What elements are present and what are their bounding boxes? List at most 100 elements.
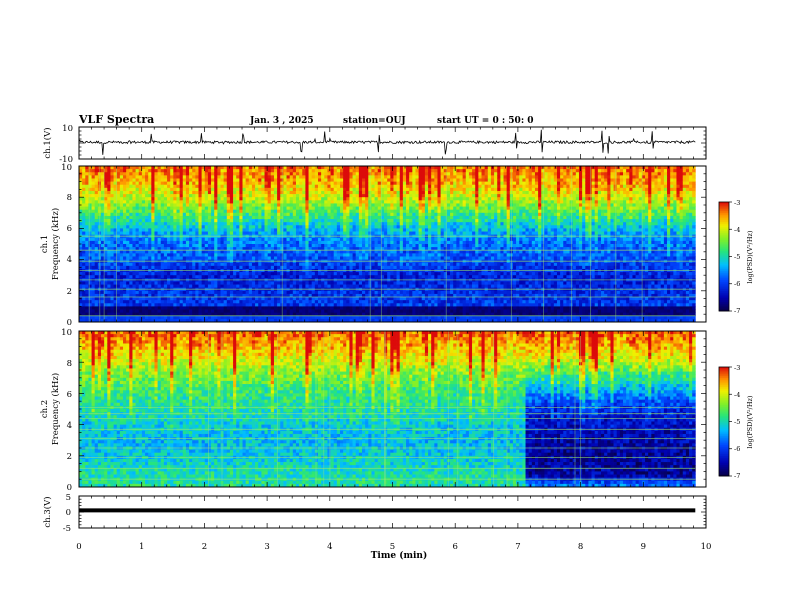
spectrogram-cell [198, 190, 202, 195]
spectrogram-cell [201, 256, 206, 260]
spectrogram-cell [85, 190, 89, 195]
spectrogram-cell [88, 253, 92, 257]
spectrogram-cell [173, 219, 177, 223]
spectrogram-cell [299, 262, 303, 267]
spectrogram-cell [355, 172, 360, 176]
spectrogram-cell [176, 184, 180, 189]
spectrogram-cell [327, 212, 331, 217]
spectrogram-cell [239, 175, 243, 179]
spectrogram-cell [261, 181, 265, 186]
spectrogram-cell [94, 203, 99, 207]
spectrogram-cell [273, 297, 278, 301]
spectrogram-cell [261, 237, 265, 242]
spectrogram-cell [352, 166, 357, 170]
spectrogram-cell [173, 190, 177, 195]
spectrogram-cell [167, 256, 171, 260]
spectrogram-cell [267, 222, 272, 226]
spectrogram-cell [138, 184, 143, 189]
spectrogram-cell [380, 172, 385, 176]
spectrogram-cell [236, 219, 240, 223]
spectrogram-cell [220, 272, 224, 276]
spectrogram-cell [311, 184, 316, 189]
spectrogram-cell [135, 228, 140, 232]
spectrogram-cell [94, 253, 99, 257]
spectrogram-cell [317, 309, 322, 313]
spectrogram-cell [343, 318, 347, 322]
spectrogram-cell [126, 262, 130, 267]
spectrogram-cell [352, 256, 357, 260]
spectrogram-cell [305, 318, 309, 322]
spectrogram-cell [321, 172, 325, 176]
spectrogram-cell [295, 318, 300, 322]
spectrogram-cell [170, 250, 174, 254]
spectrogram-cell [355, 306, 360, 310]
spectrogram-cell [173, 172, 177, 176]
spectrogram-cell [349, 306, 353, 310]
spectrogram-cell [236, 175, 240, 179]
spectrogram-cell [107, 172, 111, 176]
spectrogram-cell [148, 297, 152, 301]
spectrogram-cell [242, 190, 247, 195]
spectrogram-cell [371, 272, 375, 276]
spectrogram-cell [192, 315, 196, 320]
spectrogram-cell [119, 219, 124, 223]
spectrogram-cell [346, 200, 350, 204]
spectrogram-cell [251, 203, 256, 207]
spectrogram-cell [343, 262, 347, 267]
spectrogram-cell [119, 225, 124, 229]
spectrogram-cell [226, 184, 231, 189]
spectrogram-cell [189, 184, 193, 189]
spectrogram-cell [151, 290, 155, 295]
spectrogram-cell [245, 262, 250, 267]
spectrogram-cell [148, 197, 152, 201]
spectrogram-cell [226, 166, 231, 170]
spectrogram-cell [371, 203, 375, 207]
spectrogram-cell [116, 172, 121, 176]
spectrogram-cell [299, 231, 303, 235]
spectrogram-cell [207, 190, 212, 195]
spectrogram-cell [94, 275, 99, 279]
spectrogram-cell [129, 184, 133, 189]
spectrogram-cell [255, 309, 259, 313]
spectrogram-cell [248, 219, 253, 223]
spectrogram-cell [336, 315, 341, 320]
spectrogram-cell [211, 281, 215, 285]
spectrogram-cell [377, 228, 382, 232]
spectrogram-cell [258, 303, 262, 307]
spectrogram-cell [308, 178, 313, 182]
spectrogram-cell [264, 237, 269, 242]
spectrogram-cell [236, 265, 240, 270]
spectrogram-cell [343, 293, 347, 298]
spectrogram-cell [179, 240, 184, 245]
spectrogram-cell [349, 178, 353, 182]
spectrogram-cell [308, 175, 313, 179]
spectrogram-cell [380, 184, 385, 189]
spectrogram-cell [377, 262, 382, 267]
spectrogram-cell [346, 194, 350, 198]
spectrogram-cell [352, 225, 357, 229]
spectrogram-cell [295, 197, 300, 201]
spectrogram-cell [305, 262, 309, 267]
spectrogram-cell [123, 209, 127, 214]
spectrogram-cell [129, 228, 133, 232]
spectrogram-cell [198, 212, 202, 217]
spectrogram-cell [226, 244, 231, 248]
spectrogram-cell [346, 250, 350, 254]
spectrogram-cell [242, 240, 247, 245]
spectrogram-cell [317, 240, 322, 245]
spectrogram-cell [327, 181, 331, 186]
spectrogram-cell [340, 281, 344, 285]
spectrogram-cell [141, 303, 146, 307]
spectrogram-cell [214, 262, 218, 267]
spectrogram-cell [94, 187, 99, 192]
spectrogram-cell [126, 297, 130, 301]
spectrogram-cell [107, 206, 111, 211]
spectrogram-cell [311, 284, 316, 289]
spectrogram-cell [233, 172, 237, 176]
spectrogram-cell [333, 200, 338, 204]
spectrogram-cell [333, 172, 338, 176]
spectrogram-cell [277, 247, 281, 251]
spectrogram-cell [94, 240, 99, 245]
spectrogram-cell [201, 262, 206, 267]
spectrogram-cell [119, 206, 124, 211]
